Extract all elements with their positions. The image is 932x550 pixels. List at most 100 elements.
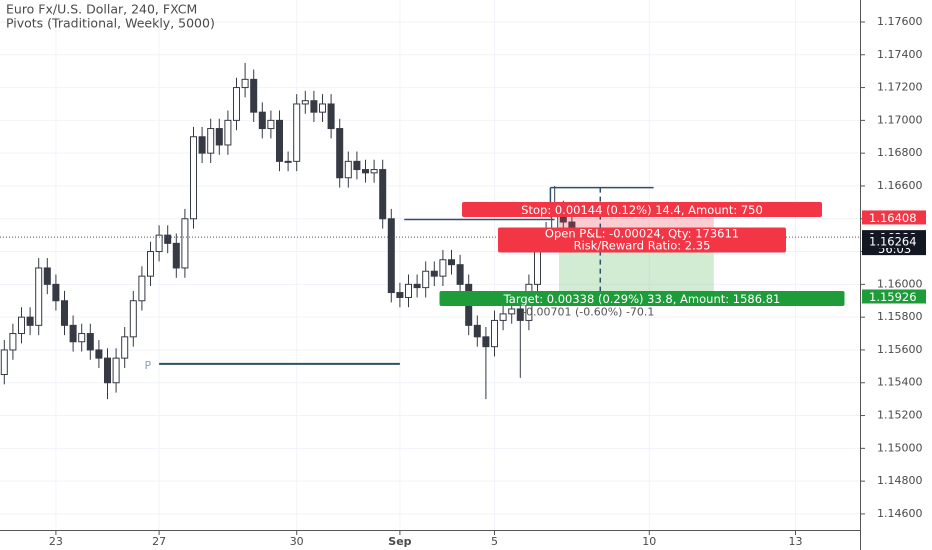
candle-body (404, 283, 413, 298)
candle-body (172, 242, 180, 269)
candle-body (336, 128, 344, 179)
candle-body (430, 270, 438, 277)
candle-body (344, 160, 352, 179)
candle-body (224, 119, 232, 146)
candle-body (379, 169, 387, 220)
candle-body (293, 103, 301, 162)
candle-body (164, 234, 172, 244)
candle-body (189, 136, 198, 220)
candle-body (490, 319, 499, 348)
candle-body (60, 300, 69, 326)
x-tick-label: Sep (388, 535, 411, 548)
candle-body (181, 218, 189, 269)
candle-body (439, 259, 447, 277)
indicator-title: Pivots (Traditional, Weekly, 5000) (6, 16, 215, 31)
overlay: P Stop: 0.00144 (0.12%) 14.4, Amount: 750… (0, 186, 926, 372)
candle-body (207, 128, 215, 154)
candle-body (387, 218, 395, 294)
entry-price-badge: 1.16264 (869, 235, 917, 249)
candle-body (9, 333, 17, 351)
candle-body (284, 160, 292, 163)
candle-body (215, 128, 223, 146)
candle-body (103, 357, 112, 384)
rr-label: Risk/Reward Ratio: 2.35 (574, 239, 711, 253)
candle-body (78, 333, 86, 343)
stop-label: Stop: 0.00144 (0.12%) 14.4, Amount: 750 (521, 203, 763, 217)
y-tick-label: 1.15800 (877, 310, 923, 323)
y-tick-label: 1.15400 (877, 376, 923, 389)
y-tick-label: 1.17200 (877, 81, 923, 94)
closed-label: -0.00701 (-0.60%) -70.1 (522, 305, 654, 318)
pivot-label: P (144, 359, 151, 372)
candle-body (508, 308, 516, 315)
candle-body (473, 324, 481, 338)
entry-price-badge-box (862, 234, 926, 249)
y-tick-label: 1.15200 (877, 409, 923, 422)
candle-body (413, 283, 421, 289)
candle-body (241, 78, 249, 89)
candle-body (35, 267, 43, 326)
candle-body (301, 100, 309, 105)
candle-body (310, 100, 318, 113)
candle-body (370, 169, 378, 174)
candle-body (69, 324, 77, 343)
target-price-badge-box (862, 289, 926, 304)
x-tick-label: 10 (642, 535, 656, 548)
candle-body (0, 349, 8, 376)
y-tick-label: 1.14600 (877, 507, 923, 520)
candle-body (138, 275, 146, 302)
candle-body (43, 267, 51, 285)
pnl-label-box (498, 227, 786, 253)
candle-body (258, 111, 266, 130)
candle-body (499, 313, 507, 321)
target-price-badge: 1.15926 (869, 290, 917, 304)
candle-body (447, 259, 456, 266)
candle-body (17, 316, 26, 335)
candle-body (353, 160, 361, 171)
stop-price-badge-box (862, 210, 926, 225)
candle-body (250, 78, 258, 113)
chart-title: Euro Fx/U.S. Dollar, 240, FXCM (6, 2, 197, 17)
y-tick-label: 1.17600 (877, 15, 923, 28)
candle-body (129, 300, 137, 338)
candle-body (516, 308, 524, 321)
y-tick-label: 1.16600 (877, 179, 923, 192)
target-label-box (439, 290, 845, 306)
y-tick-label: 1.14800 (877, 474, 923, 487)
x-tick-label: 13 (789, 535, 803, 548)
candle-body (327, 103, 335, 130)
candle-body (396, 292, 404, 298)
y-tick-label: 1.17400 (877, 48, 923, 61)
x-tick-label: 5 (491, 535, 498, 548)
candle-body (232, 87, 241, 121)
candle-body (482, 336, 490, 348)
candle-body (146, 251, 155, 277)
candle-body (267, 119, 275, 130)
y-tick-label: 1.17000 (877, 113, 923, 126)
candle-body (155, 234, 163, 253)
candle-body (275, 119, 284, 162)
x-tick-label: 27 (152, 535, 166, 548)
y-tick-label: 1.16000 (877, 277, 923, 290)
candle-body (318, 103, 327, 113)
x-tick-label: 23 (49, 535, 63, 548)
candle-body (422, 270, 430, 289)
candle-body (86, 333, 94, 351)
x-tick-label: 30 (290, 535, 304, 548)
candle-body (361, 169, 370, 174)
candle-body (456, 264, 464, 285)
candle-body (198, 136, 206, 154)
y-tick-label: 1.16800 (877, 146, 923, 159)
candle-body (95, 349, 103, 359)
candle-body (121, 336, 129, 359)
candle-body (26, 316, 34, 326)
stop-label-box (462, 201, 822, 217)
candle-body (112, 357, 120, 384)
y-tick-label: 1.15600 (877, 343, 923, 356)
stop-price-badge: 1.16408 (869, 211, 917, 225)
pnl-label: Open P&L: -0.00024, Qty: 173611 (545, 227, 739, 241)
target-label: Target: 0.00338 (0.29%) 33.8, Amount: 15… (503, 292, 781, 306)
candle-body (52, 283, 60, 302)
